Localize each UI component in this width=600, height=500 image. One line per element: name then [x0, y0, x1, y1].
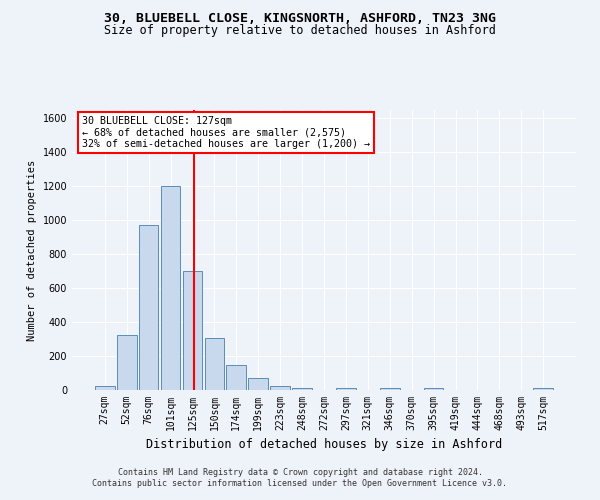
Bar: [182, 271, 202, 390]
Text: Contains HM Land Registry data © Crown copyright and database right 2024.
Contai: Contains HM Land Registry data © Crown c…: [92, 468, 508, 487]
Text: 30 BLUEBELL CLOSE: 127sqm
← 68% of detached houses are smaller (2,575)
32% of se: 30 BLUEBELL CLOSE: 127sqm ← 68% of detac…: [82, 116, 370, 149]
Bar: [292, 388, 312, 390]
Bar: [205, 338, 224, 390]
X-axis label: Distribution of detached houses by size in Ashford: Distribution of detached houses by size …: [146, 438, 502, 452]
Bar: [424, 388, 443, 390]
Text: Size of property relative to detached houses in Ashford: Size of property relative to detached ho…: [104, 24, 496, 37]
Bar: [117, 335, 137, 390]
Bar: [226, 364, 246, 390]
Y-axis label: Number of detached properties: Number of detached properties: [27, 160, 37, 340]
Bar: [270, 386, 290, 390]
Text: 30, BLUEBELL CLOSE, KINGSNORTH, ASHFORD, TN23 3NG: 30, BLUEBELL CLOSE, KINGSNORTH, ASHFORD,…: [104, 12, 496, 26]
Bar: [533, 388, 553, 390]
Bar: [95, 386, 115, 390]
Bar: [139, 224, 158, 390]
Bar: [336, 388, 356, 390]
Bar: [380, 388, 400, 390]
Bar: [248, 378, 268, 390]
Bar: [161, 186, 181, 390]
